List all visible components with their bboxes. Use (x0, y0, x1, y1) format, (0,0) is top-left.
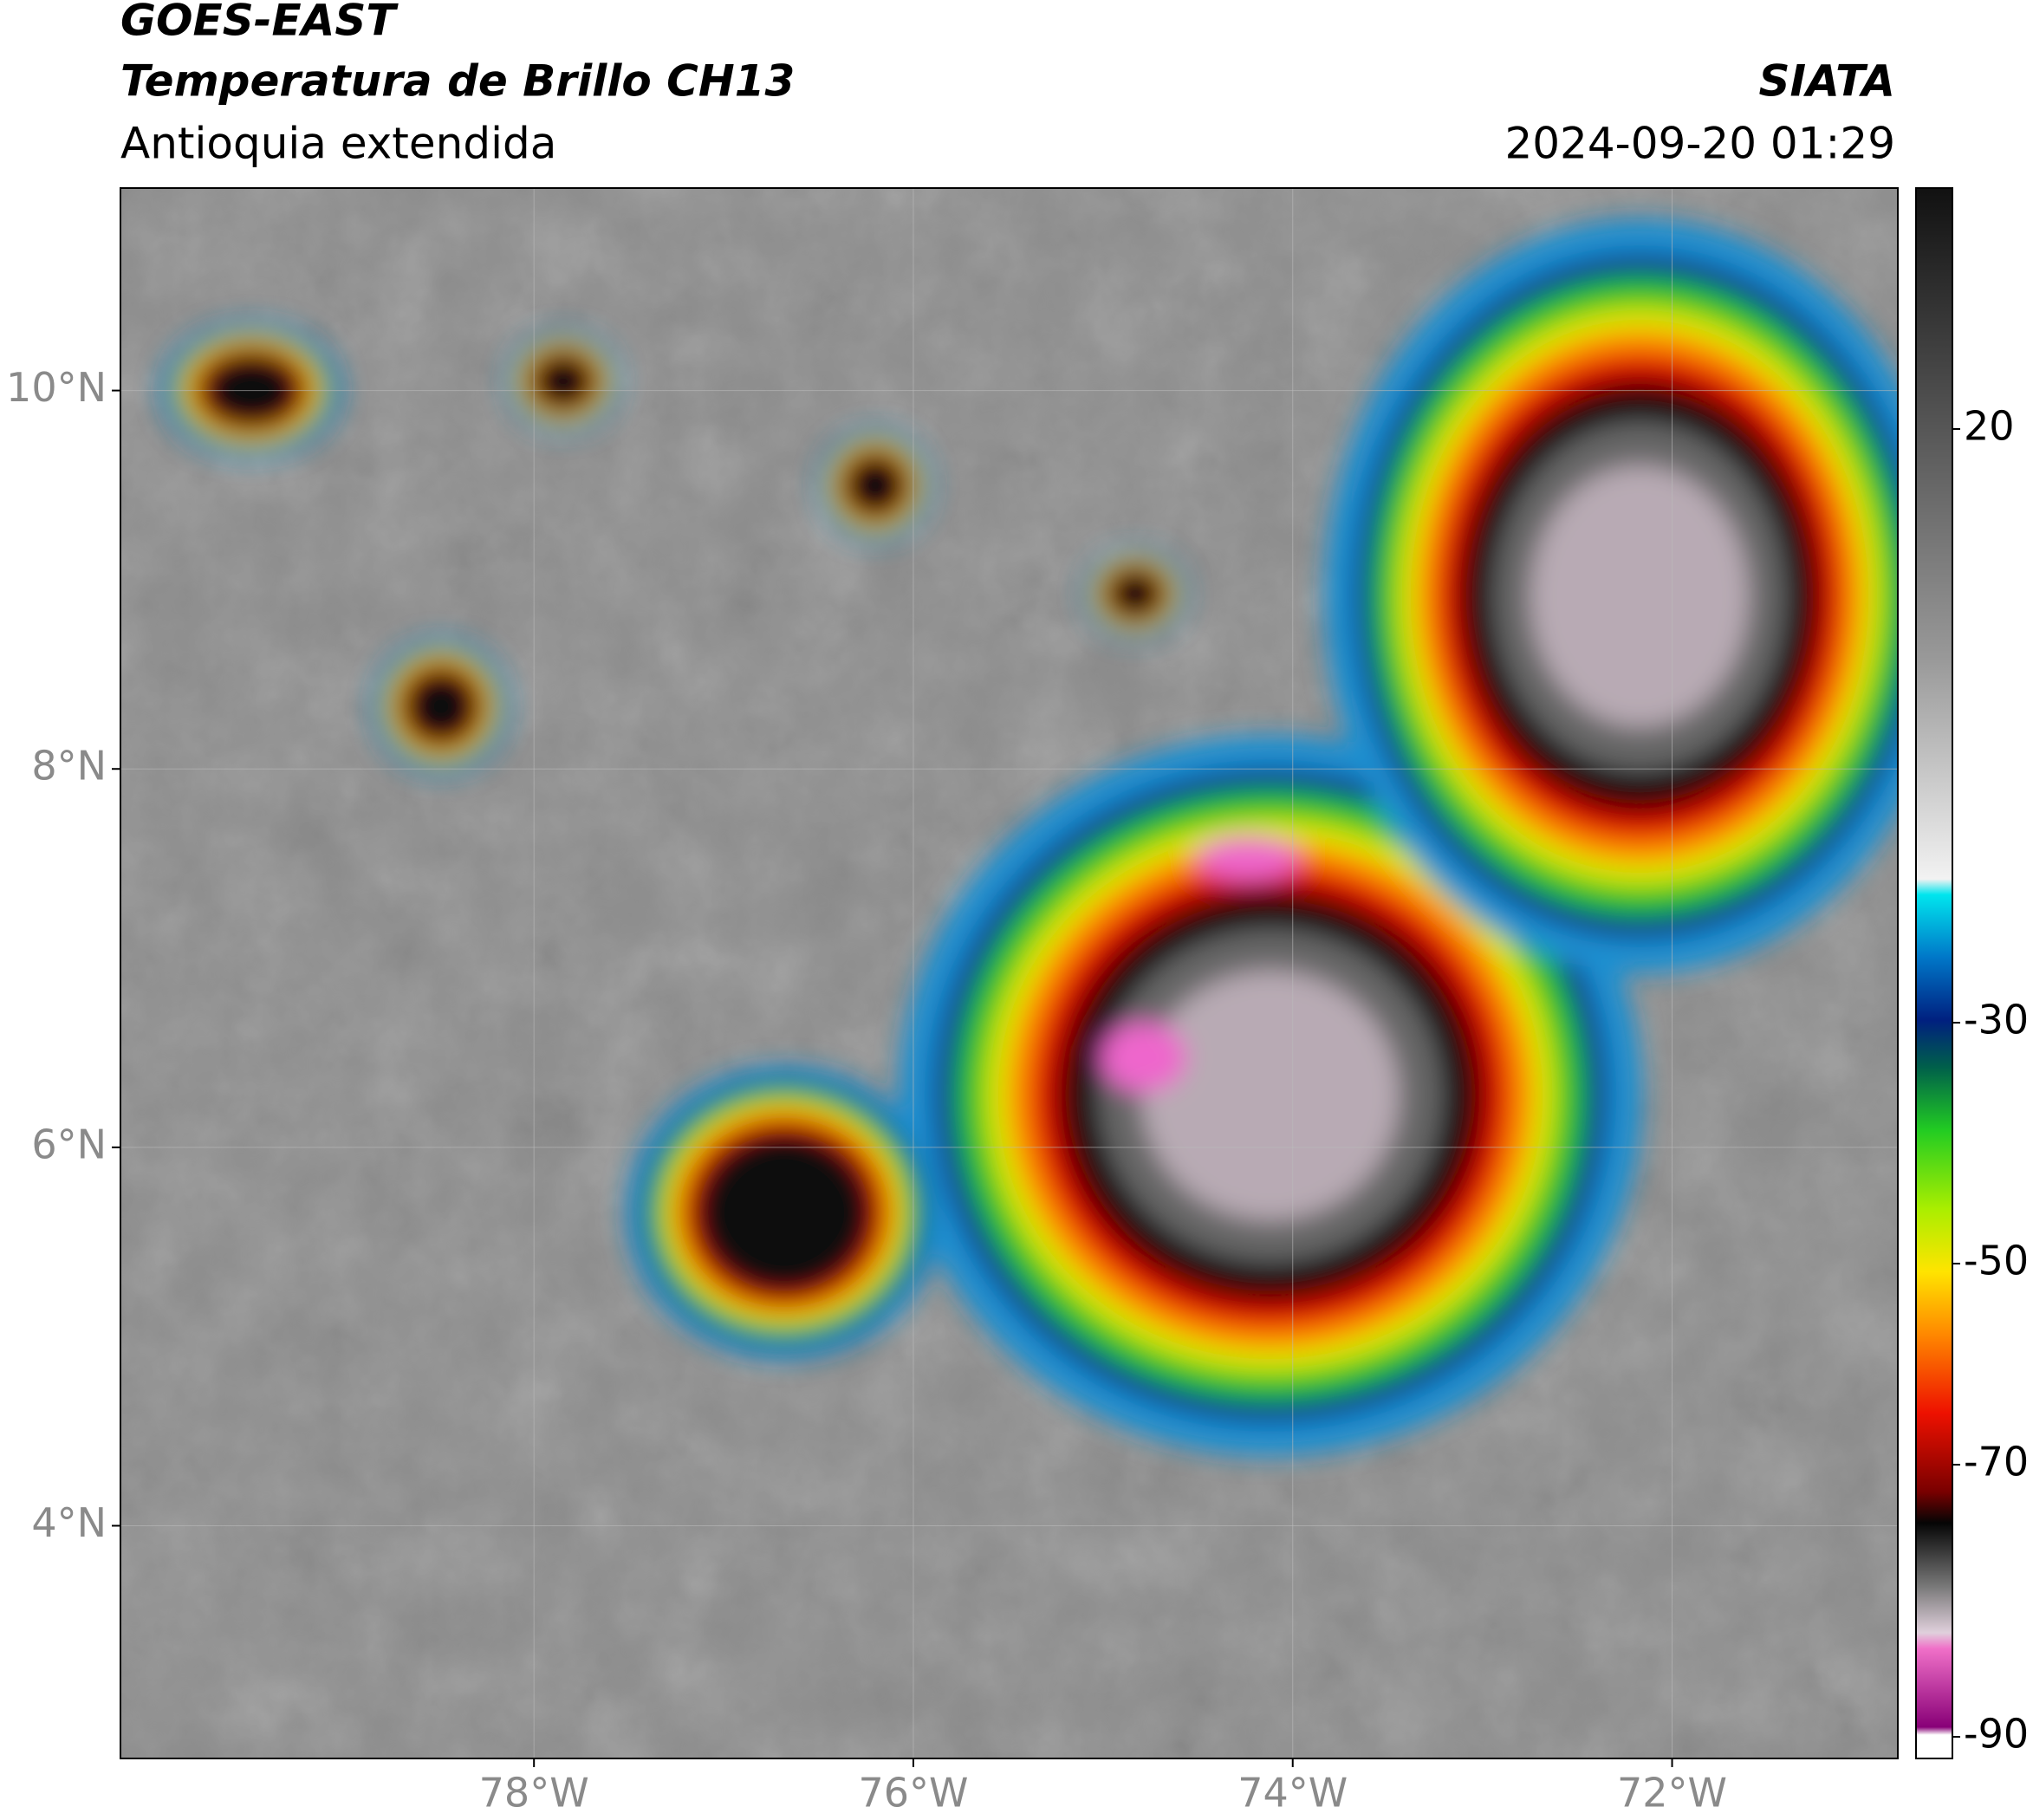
colorbar-label: 20 (1964, 403, 2015, 450)
x-tick-label: 76°W (858, 1770, 968, 1817)
map-image (120, 188, 1898, 1758)
cloud-top (1101, 1023, 1187, 1092)
cloud-top (533, 354, 594, 409)
cloud-top (1141, 971, 1400, 1220)
cloud-top (203, 354, 300, 426)
y-tick-label: 10°N (6, 364, 107, 411)
map-frame (120, 187, 1899, 1759)
y-tick-label: 8°N (31, 743, 107, 790)
colorbar-label: -90 (1964, 1711, 2029, 1758)
cloud-top (1107, 569, 1163, 618)
y-tick-label: 6°N (31, 1121, 107, 1167)
colorbar-label: -30 (1964, 997, 2029, 1043)
colorbar (1915, 187, 1953, 1759)
agency: SIATA (1759, 56, 1895, 107)
x-tick-label: 78°W (479, 1770, 589, 1817)
x-tick-label: 74°W (1237, 1770, 1348, 1817)
cloud-top (405, 670, 477, 743)
source-title: GOES-EAST (120, 0, 399, 46)
cloud-top (1530, 465, 1749, 727)
colorbar-label: -50 (1964, 1238, 2029, 1284)
cloud-top (1196, 836, 1300, 880)
colorbar-label: -70 (1964, 1439, 2029, 1485)
cloud-top (699, 1134, 869, 1291)
title: Temperatura de Brillo CH13 (120, 56, 795, 107)
y-tick-label: 4°N (31, 1499, 107, 1546)
cloud-top (845, 455, 906, 516)
region: Antioquia extendida (120, 119, 556, 169)
datetime: 2024-09-20 01:29 (1504, 119, 1895, 169)
x-tick-label: 72°W (1617, 1770, 1727, 1817)
